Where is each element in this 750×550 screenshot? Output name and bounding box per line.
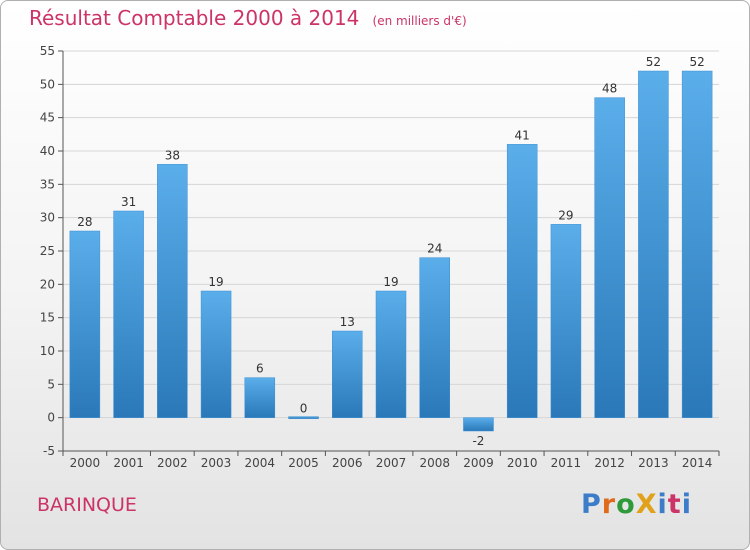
- y-tick-label: 30: [40, 211, 55, 225]
- bar: [463, 417, 494, 432]
- logo-letter: t: [667, 489, 682, 520]
- data-label: 24: [427, 242, 442, 256]
- y-tick-label: 25: [40, 244, 55, 258]
- x-tick-label: 2006: [332, 456, 363, 470]
- data-label: 41: [515, 128, 530, 142]
- bar: [594, 97, 625, 418]
- chart-title: Résultat Comptable 2000 à 2014 (en milli…: [29, 6, 467, 30]
- data-label: 48: [602, 82, 617, 96]
- y-tick-label: 50: [40, 77, 55, 91]
- data-label: 19: [383, 275, 398, 289]
- data-label: -2: [472, 434, 484, 448]
- x-tick-label: 2001: [113, 456, 144, 470]
- y-tick-label: 55: [40, 44, 55, 58]
- logo-letter: o: [616, 489, 636, 520]
- x-tick-label: 2013: [638, 456, 669, 470]
- data-label: 52: [646, 55, 661, 69]
- bar: [638, 70, 669, 418]
- data-label: 19: [208, 275, 223, 289]
- chart-title-text: Résultat Comptable 2000 à 2014: [29, 6, 360, 30]
- x-tick-label: 2004: [245, 456, 276, 470]
- x-tick-label: 2003: [201, 456, 232, 470]
- y-tick-label: 45: [40, 111, 55, 125]
- data-label: 38: [165, 148, 180, 162]
- bar: [681, 70, 713, 418]
- chart-unit: (en milliers d'€): [372, 14, 467, 28]
- x-tick-label: 2008: [419, 456, 450, 470]
- x-tick-label: 2007: [376, 456, 407, 470]
- data-label: 29: [558, 208, 573, 222]
- x-tick-label: 2009: [463, 456, 494, 470]
- proxiti-logo: ProXiti: [581, 489, 692, 520]
- y-tick-label: 40: [40, 144, 55, 158]
- data-label: 31: [121, 195, 136, 209]
- logo-letter: r: [601, 489, 617, 520]
- data-label: 13: [340, 315, 355, 329]
- x-tick-label: 2012: [594, 456, 625, 470]
- data-label: 28: [77, 215, 92, 229]
- place-name: BARINQUE: [37, 494, 137, 516]
- x-tick-label: 2005: [288, 456, 319, 470]
- x-tick-label: 2011: [551, 456, 582, 470]
- bar: [157, 164, 188, 418]
- x-tick-label: 2002: [157, 456, 188, 470]
- x-tick-label: 2014: [682, 456, 713, 470]
- logo-letter: P: [581, 489, 602, 520]
- x-tick-label: 2000: [70, 456, 101, 470]
- logo-letter: X: [635, 489, 658, 520]
- bar: [244, 377, 276, 418]
- bar: [550, 224, 582, 418]
- bar: [375, 290, 407, 418]
- bar: [200, 290, 232, 418]
- data-label: 52: [689, 55, 704, 69]
- logo-letter: i: [657, 489, 668, 520]
- y-tick-label: 20: [40, 277, 55, 291]
- bar: [419, 257, 450, 418]
- bar: [506, 144, 538, 418]
- bar: [69, 230, 101, 418]
- bar: [113, 210, 144, 418]
- y-tick-label: 0: [47, 411, 55, 425]
- logo-letter: i: [681, 489, 692, 520]
- y-tick-label: 15: [40, 311, 55, 325]
- y-tick-label: 35: [40, 177, 55, 191]
- y-tick-label: -5: [43, 444, 55, 458]
- data-label: 6: [256, 362, 264, 376]
- bar: [332, 330, 363, 418]
- bar: [288, 416, 319, 419]
- y-tick-label: 10: [40, 344, 55, 358]
- y-tick-label: 5: [47, 377, 55, 391]
- data-label: 0: [300, 402, 308, 416]
- x-tick-label: 2010: [507, 456, 538, 470]
